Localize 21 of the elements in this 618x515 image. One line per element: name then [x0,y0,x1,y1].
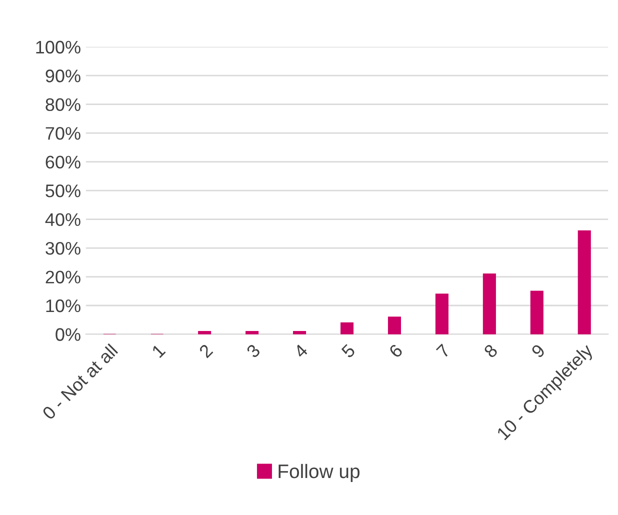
y-tick-label: 70% [46,127,80,140]
y-tick-label: 90% [46,70,80,82]
x-tick-label: 0 - Not at all [41,343,118,420]
x-tick-label: 8 [483,343,498,358]
x-tick-label: 6 [388,343,404,358]
y-tick-label: 10% [46,299,80,312]
x-tick-label: 7 [436,344,451,358]
x-tick-label: 1 [151,344,166,358]
y-tick-label: 0% [56,328,80,341]
x-tick-label: 4 [293,343,308,359]
y-tick-label: 80% [46,98,80,112]
y-tick-label: 50% [46,184,80,198]
x-tick-label: 2 [198,344,214,358]
y-tick-label: 60% [46,156,80,169]
legend-label: Follow up [278,464,360,482]
y-tick-label: 30% [46,242,80,255]
y-tick-label: 100% [36,40,80,54]
x-tick-label: 5 [340,344,356,359]
y-tick-label: 20% [46,270,80,284]
x-tick-label: 3 [246,343,261,359]
y-tick-label: 40% [45,213,80,226]
